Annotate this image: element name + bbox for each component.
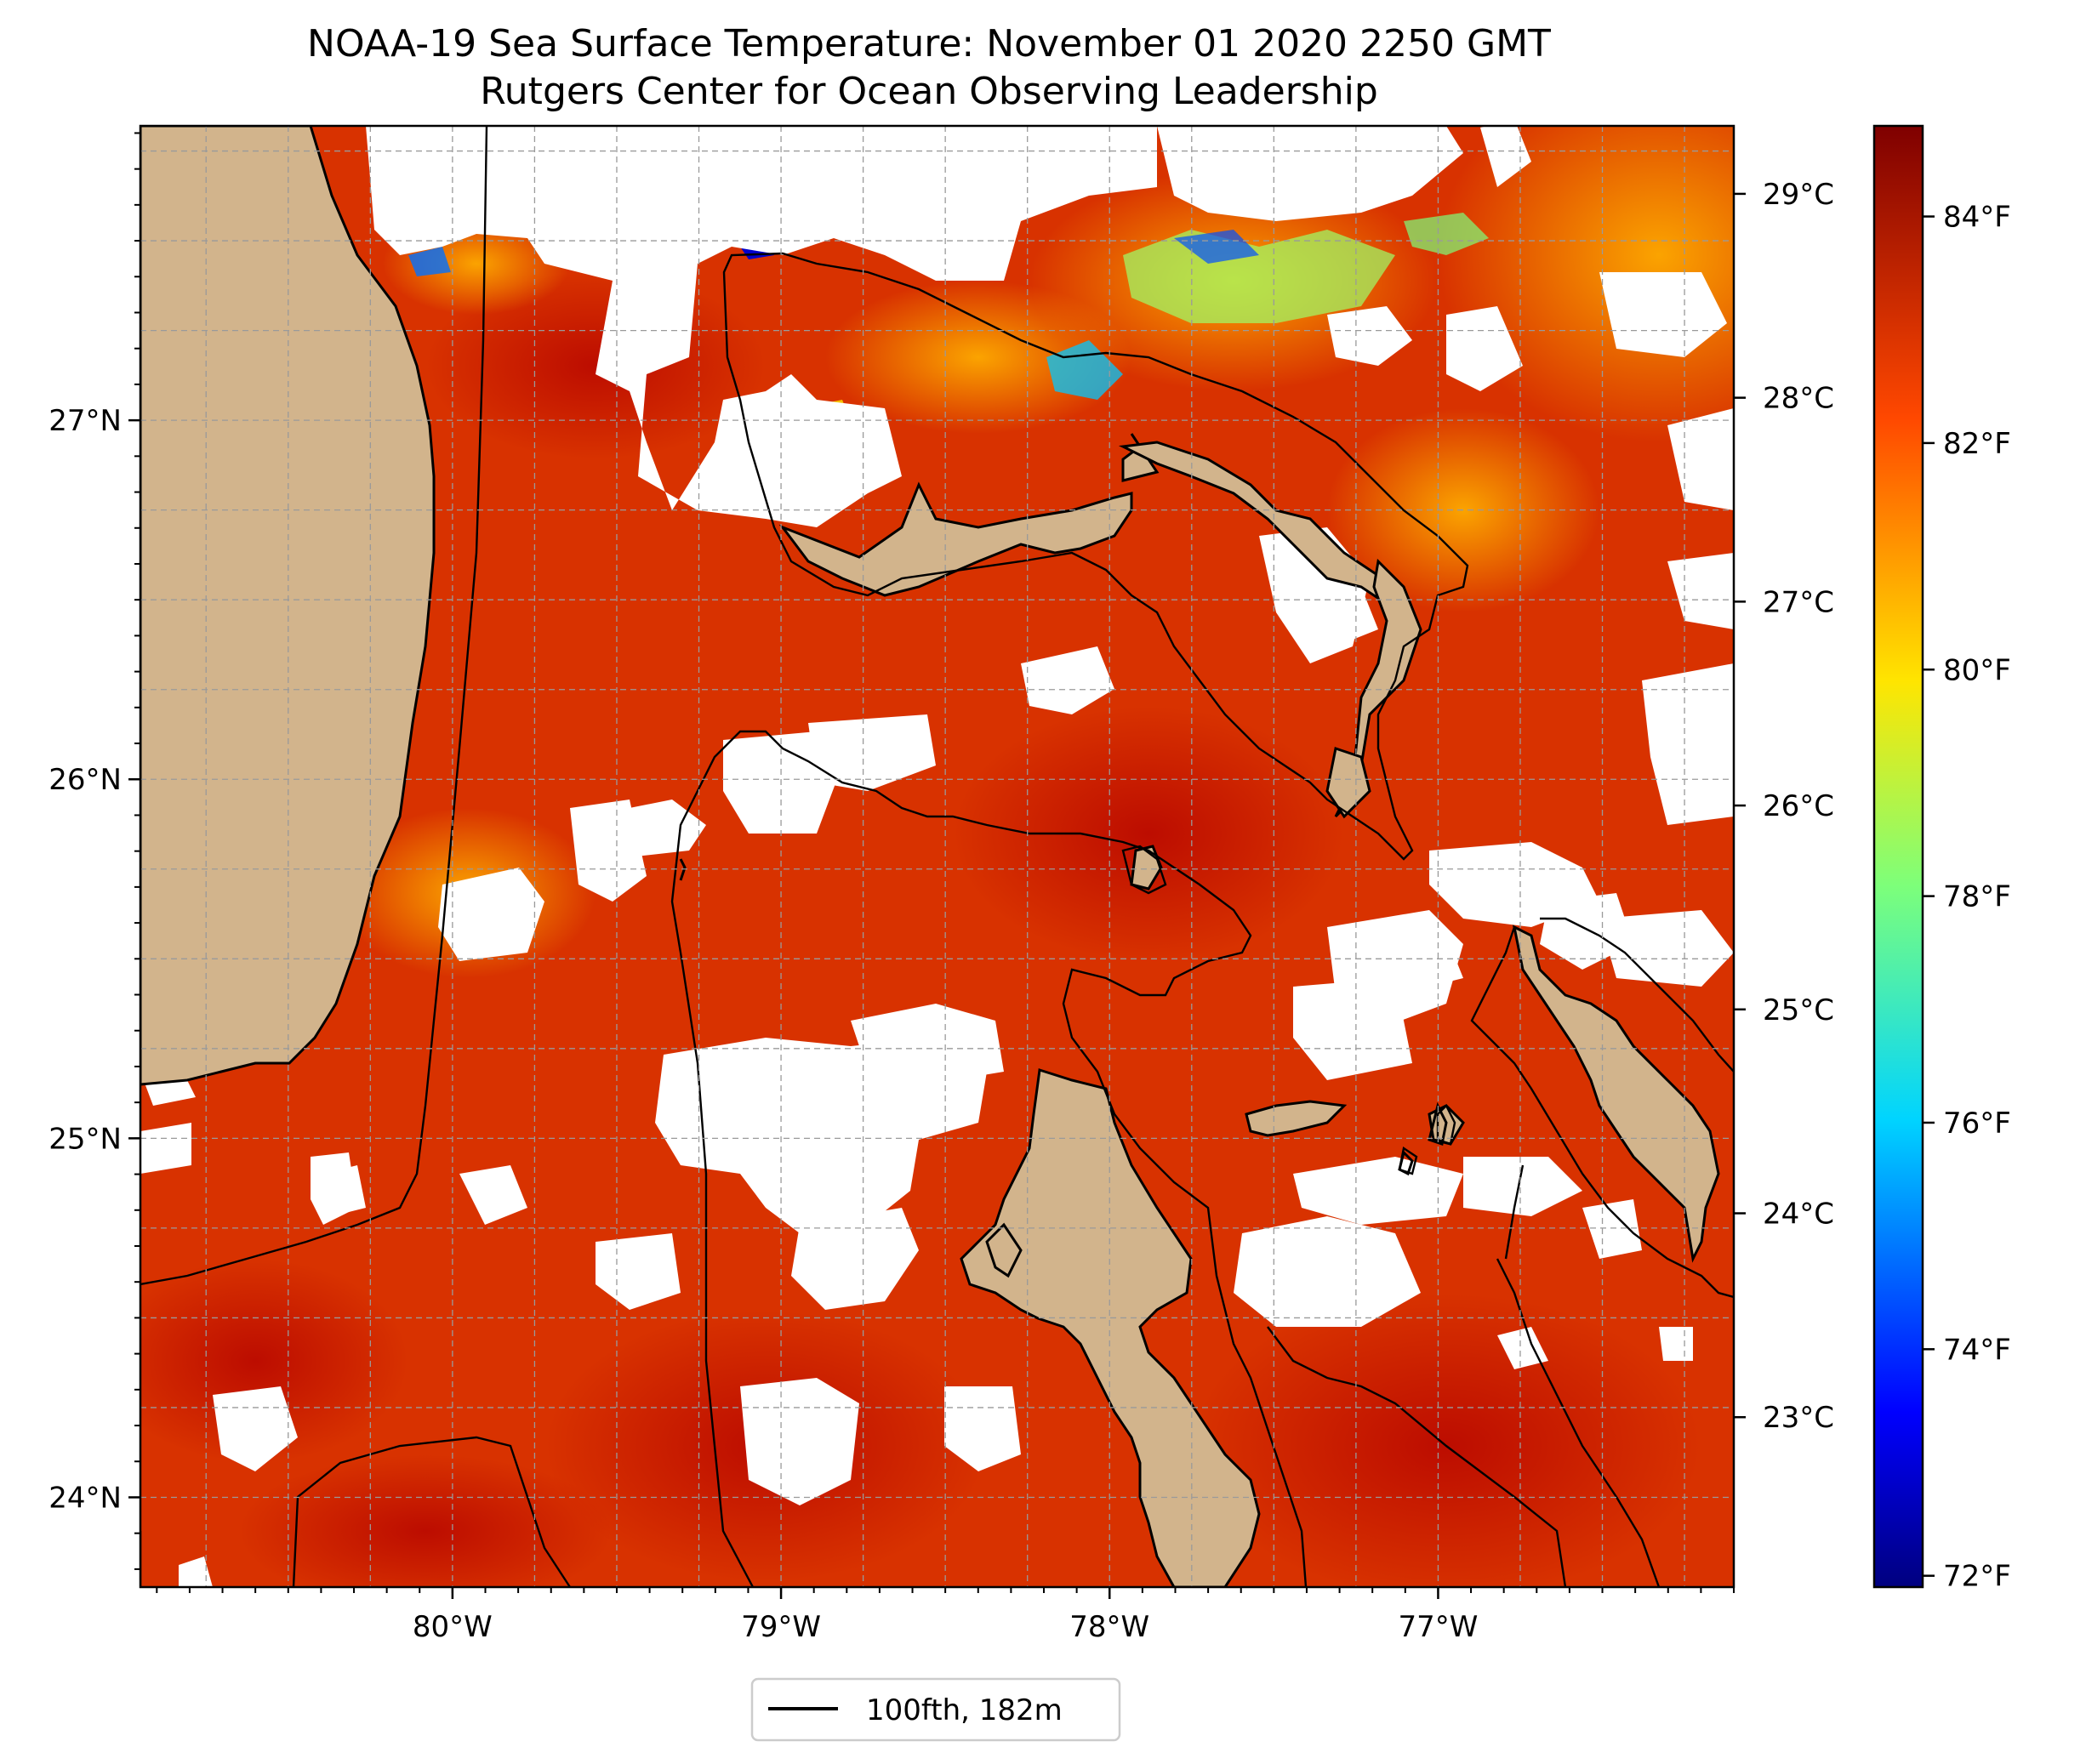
legend-box [750, 1677, 1121, 1742]
colorbar-tick-label: 78°F [1943, 880, 2011, 914]
colorbar-tick-label: 74°F [1943, 1333, 2011, 1367]
tick-label-lon: 78°W [1069, 1610, 1149, 1644]
coastline-details [679, 858, 1448, 1278]
legend-label: 100fth, 182m [866, 1693, 1063, 1727]
tick-label-lat: 25°N [48, 1122, 122, 1156]
colorbar-ticks: 72°F 74°F 76°F 78°F 80°F 82°F 84°F [1923, 201, 2011, 1594]
no-data-areas [140, 126, 1734, 1587]
tick-label-lat: 24°N [48, 1481, 122, 1515]
map-axes: 80°W 79°W 78°W 77°W 24°N 25°N 26°N 27°N 23°C 24°C… [48, 132, 1834, 1644]
tick-label-celsius: 27°C [1763, 585, 1834, 619]
tick-label-lon: 77°W [1398, 1610, 1478, 1644]
tick-label-lon: 80°W [413, 1610, 493, 1644]
tick-label-celsius: 26°C [1763, 789, 1834, 823]
land-areas [140, 126, 1720, 1587]
tick-label-celsius: 29°C [1763, 178, 1834, 212]
colorbar-tick-label: 76°F [1943, 1107, 2011, 1141]
colorbar-gradient [1872, 124, 1924, 1589]
chart-title: NOAA-19 Sea Surface Temperature: Novembe… [307, 22, 1551, 65]
tick-label-celsius: 24°C [1763, 1198, 1834, 1232]
colorbar-tick-label: 84°F [1943, 201, 2011, 235]
tick-label-celsius: 25°C [1763, 993, 1834, 1027]
tick-label-lat: 27°N [48, 404, 122, 438]
tick-label-celsius: 23°C [1763, 1401, 1834, 1435]
colorbar-tick-label: 82°F [1943, 427, 2011, 461]
colorbar: 72°F 74°F 76°F 78°F 80°F 82°F 84°F [1872, 124, 2011, 1594]
tick-label-lon: 79°W [741, 1610, 821, 1644]
tick-label-lat: 26°N [48, 763, 122, 797]
chart-subtitle: Rutgers Center for Ocean Observing Leade… [480, 70, 1378, 113]
isobath-100fth [140, 126, 1734, 1587]
colorbar-tick-label: 80°F [1943, 653, 2011, 687]
map-gridlines [140, 126, 1734, 1587]
legend: 100fth, 182m [750, 1677, 1121, 1742]
sst-map [140, 126, 1734, 1587]
colorbar-tick-label: 72°F [1943, 1560, 2011, 1594]
map-frame [139, 124, 1735, 1589]
sst-variation [140, 126, 1734, 1587]
tick-label-celsius: 28°C [1763, 382, 1834, 416]
